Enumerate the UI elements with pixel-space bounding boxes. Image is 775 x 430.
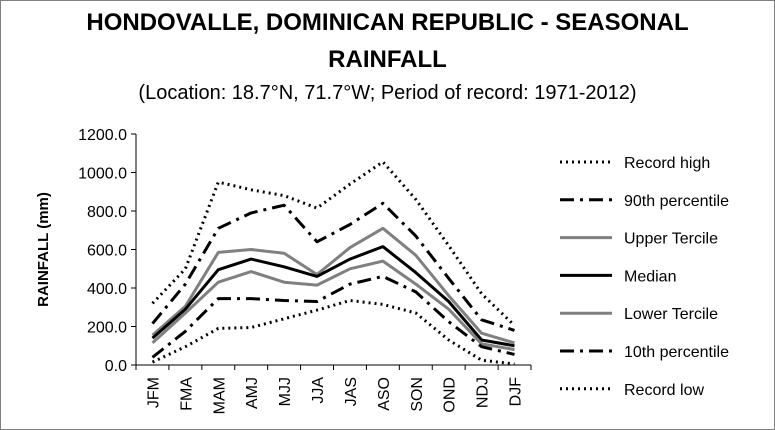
series-line-record-high	[151, 160, 516, 327]
x-tick-label: DJF	[508, 377, 525, 407]
series-line-90th-percentile	[151, 201, 515, 332]
x-tick-label: AMJ	[244, 377, 261, 409]
x-tick-label: JAS	[343, 377, 360, 406]
x-tick-label: JFM	[145, 377, 162, 408]
x-tick-label: FMA	[178, 377, 195, 411]
y-tick-label: 1200.0	[78, 127, 127, 144]
x-tick-label: JJA	[310, 377, 327, 404]
y-tick-label: 200.0	[87, 320, 127, 337]
y-axis-label: RAINFALL (mm)	[35, 192, 52, 307]
series-line-median	[151, 245, 515, 348]
legend-label-10th-percentile: 10th percentile	[624, 344, 729, 361]
y-tick-label: 0.0	[105, 358, 127, 375]
series-line-upper-tercile	[151, 226, 515, 345]
series-line-record-low	[151, 299, 515, 366]
y-tick-label: 1000.0	[78, 166, 127, 183]
axes: 0.0 200.0 400.0 600.0 800.0 1000.0 1200.0 JFM FM…	[35, 127, 532, 414]
x-tick-label: SON	[409, 377, 426, 412]
y-tick-label: 400.0	[87, 281, 127, 298]
x-tick-label: OND	[442, 377, 459, 413]
series-lines	[151, 160, 516, 366]
legend-label-record-low: Record low	[624, 382, 704, 399]
legend-label-upper-tercile: Upper Tercile	[624, 231, 718, 248]
x-tick-label: NDJ	[475, 377, 492, 408]
chart-title: HONDOVALLE, DOMINICAN REPUBLIC - SEASONA…	[86, 9, 689, 36]
y-tick-label: 600.0	[87, 243, 127, 260]
legend-label-median: Median	[624, 268, 676, 285]
y-tick-label: 800.0	[87, 204, 127, 221]
series-line-10th-percentile	[151, 274, 515, 359]
x-tick-label: MAM	[211, 377, 228, 414]
legend-label-lower-tercile: Lower Tercile	[624, 306, 718, 323]
chart-subtitle: (Location: 18.7°N, 71.7°W; Period of rec…	[138, 82, 637, 104]
legend-label-record-high: Record high	[624, 155, 710, 172]
legend-label-90th-percentile: 90th percentile	[624, 193, 729, 210]
x-tick-label: ASO	[376, 377, 393, 411]
x-tick-label: MJJ	[277, 377, 294, 406]
chart-title-line2: RAINFALL	[328, 46, 447, 73]
series-line-lower-tercile	[151, 259, 515, 352]
legend: Record high 90th percentile Upper Tercile M…	[560, 155, 729, 399]
